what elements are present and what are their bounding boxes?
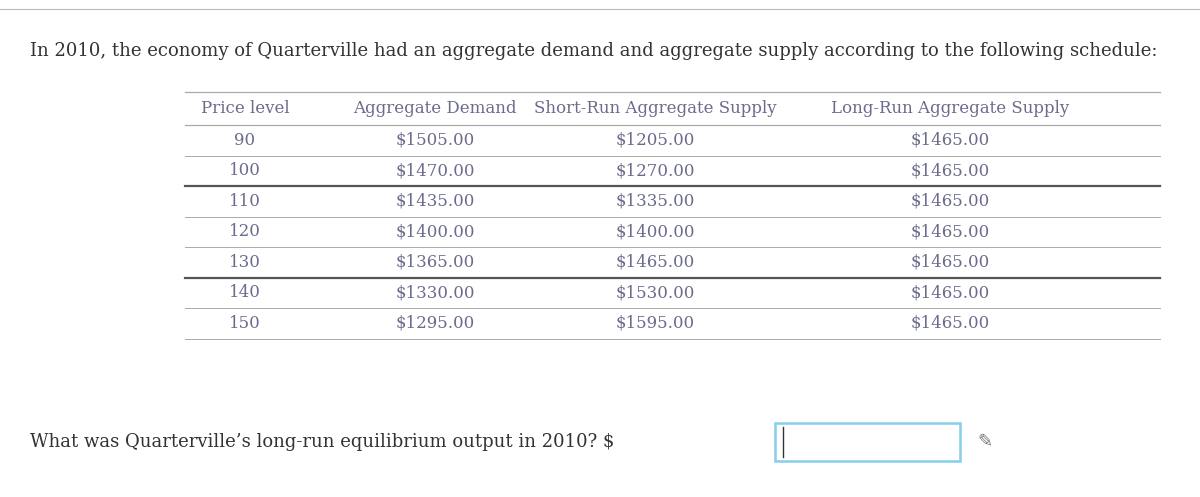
Text: Aggregate Demand: Aggregate Demand [353,100,517,117]
Text: Short-Run Aggregate Supply: Short-Run Aggregate Supply [534,100,776,117]
Text: $1465.00: $1465.00 [911,284,990,301]
Text: $1205.00: $1205.00 [616,132,695,149]
Text: In 2010, the economy of Quarterville had an aggregate demand and aggregate suppl: In 2010, the economy of Quarterville had… [30,42,1158,60]
Text: $1465.00: $1465.00 [911,223,990,240]
Text: $1400.00: $1400.00 [616,223,695,240]
Text: $1505.00: $1505.00 [395,132,475,149]
Text: ✎: ✎ [978,433,992,451]
Text: $1270.00: $1270.00 [616,162,695,179]
Text: $1470.00: $1470.00 [395,162,475,179]
Text: 120: 120 [229,223,260,240]
Text: $1330.00: $1330.00 [395,284,475,301]
Text: $1465.00: $1465.00 [911,132,990,149]
Text: 130: 130 [229,254,260,271]
Text: 150: 150 [229,315,260,332]
Text: $1435.00: $1435.00 [395,193,475,210]
Text: 110: 110 [229,193,260,210]
Text: $1365.00: $1365.00 [395,254,475,271]
Text: 90: 90 [234,132,256,149]
Text: 140: 140 [229,284,260,301]
Text: 100: 100 [229,162,260,179]
Text: $1335.00: $1335.00 [616,193,695,210]
Text: $1465.00: $1465.00 [911,162,990,179]
Bar [775,423,960,461]
Text: $1295.00: $1295.00 [395,315,475,332]
Text: $1465.00: $1465.00 [911,193,990,210]
Text: $1595.00: $1595.00 [616,315,695,332]
Text: $1465.00: $1465.00 [911,254,990,271]
Text: $1465.00: $1465.00 [911,315,990,332]
Text: Price level: Price level [200,100,289,117]
Text: Long-Run Aggregate Supply: Long-Run Aggregate Supply [830,100,1069,117]
Text: $1400.00: $1400.00 [395,223,475,240]
Text: $1465.00: $1465.00 [616,254,695,271]
Text: $1530.00: $1530.00 [616,284,695,301]
Text: What was Quarterville’s long-run equilibrium output in 2010? $: What was Quarterville’s long-run equilib… [30,433,614,451]
